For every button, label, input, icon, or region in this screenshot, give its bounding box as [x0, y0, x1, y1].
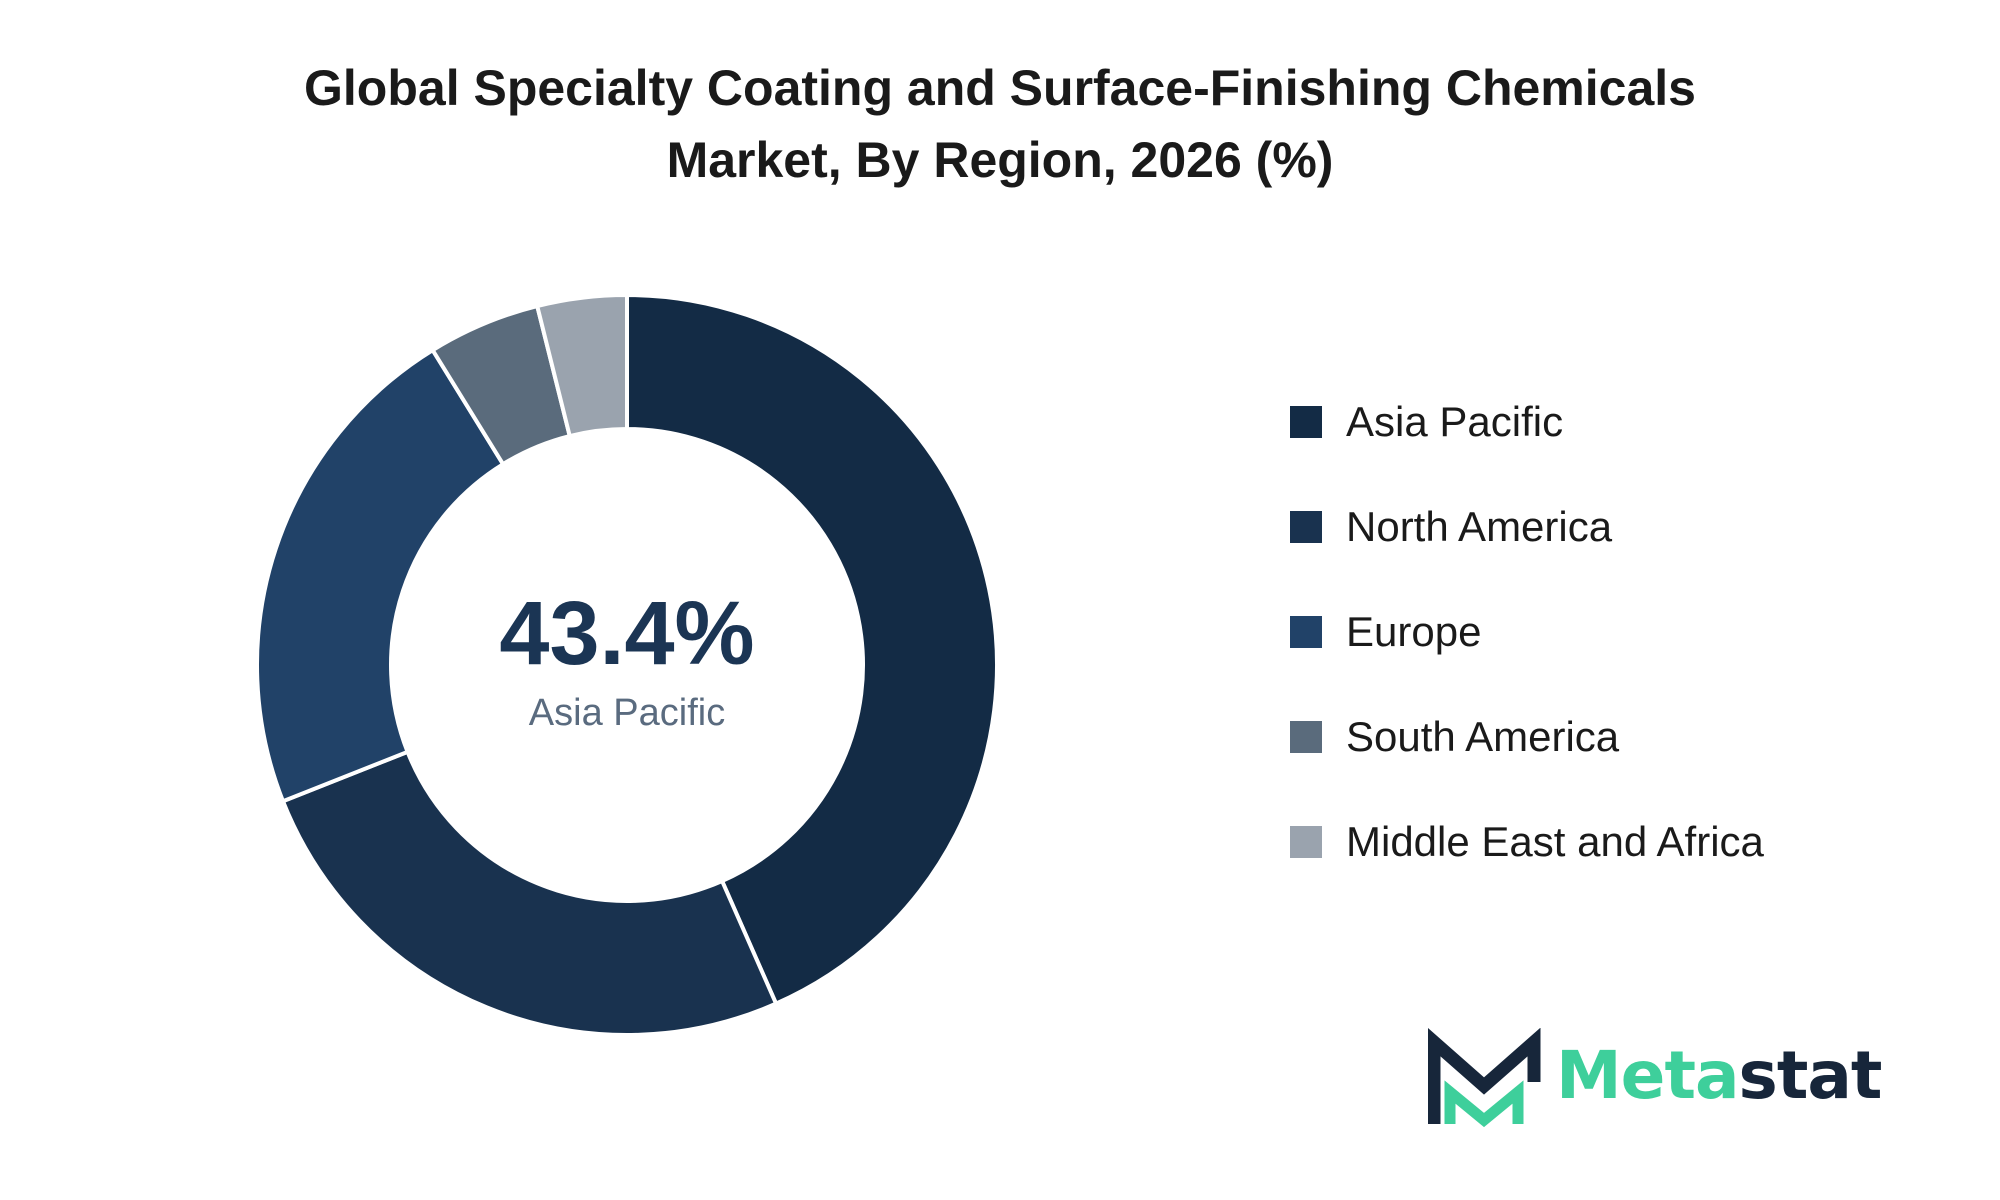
chart-title-line-1: Global Specialty Coating and Surface-Fin…	[304, 60, 1696, 116]
metastat-m-logo-icon	[1428, 1028, 1541, 1128]
donut-slice-europe[interactable]	[255, 347, 506, 804]
center-category-label: Asia Pacific	[529, 692, 725, 734]
legend-swatch-middle-east-africa	[1290, 826, 1322, 858]
legend-label-middle-east-africa: Middle East and Africa	[1346, 818, 1764, 865]
metastat-wordmark: Metastat	[1556, 1036, 1883, 1116]
chart-title: Global Specialty Coating and Surface-Fin…	[200, 52, 1800, 196]
logo-text-meta: Meta	[1556, 1037, 1740, 1114]
metastat-logo: Metastat	[1428, 1028, 1888, 1128]
legend-swatch-asia-pacific	[1290, 406, 1322, 438]
legend-label-north-america: North America	[1346, 503, 1613, 550]
legend-label-south-america: South America	[1346, 713, 1620, 760]
center-value-label: 43.4%	[499, 584, 754, 684]
logo-text-stat: stat	[1738, 1037, 1883, 1114]
legend-swatch-north-america	[1290, 511, 1322, 543]
donut-slices	[255, 292, 999, 1037]
legend-swatch-south-america	[1290, 721, 1322, 753]
donut-slice-asia-pacific[interactable]	[625, 292, 999, 1007]
legend-label-asia-pacific: Asia Pacific	[1346, 398, 1564, 445]
legend-swatch-europe	[1290, 616, 1322, 648]
donut-chart: 43.4% Asia Pacific	[255, 292, 999, 1037]
donut-slice-north-america[interactable]	[280, 749, 779, 1037]
chart-title-line-2: Market, By Region, 2026 (%)	[666, 132, 1334, 188]
donut-slice-middle-east-and-africa[interactable]	[534, 292, 629, 439]
legend-label-europe: Europe	[1346, 608, 1482, 655]
